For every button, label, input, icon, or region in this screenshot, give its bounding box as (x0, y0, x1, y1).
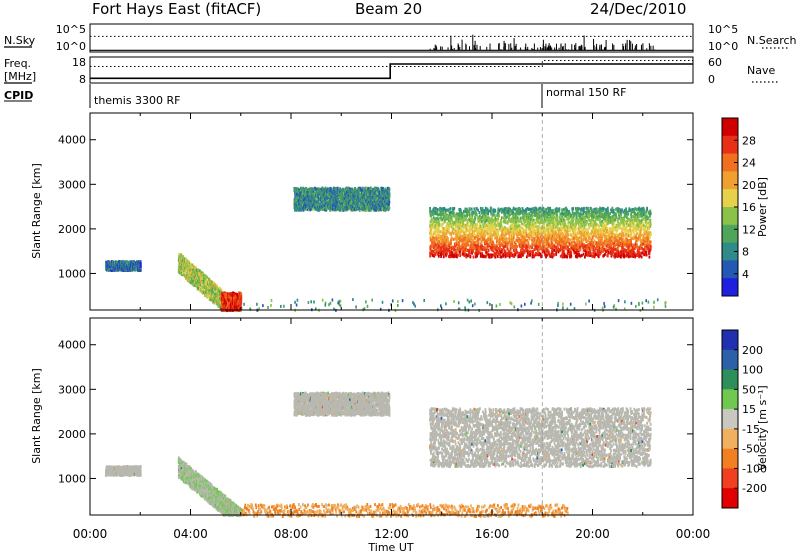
cpid-themis: themis 3300 RF (94, 94, 181, 107)
power-cell (389, 193, 391, 196)
noise-tick-left-top: 10^5 (56, 23, 86, 36)
power-cell (389, 201, 391, 204)
power-cell (447, 237, 449, 240)
power-cell (332, 207, 334, 210)
nave-tick-top: 60 (708, 56, 722, 69)
cpid-panel: CPID themis 3300 RF normal 150 RF (4, 84, 627, 108)
power-cell (472, 214, 474, 217)
power-cell (431, 245, 433, 248)
freq-tick-top: 18 (72, 56, 86, 69)
power-cell (467, 224, 469, 227)
freq-traces (90, 61, 693, 79)
noise-tick-left-bottom: 10^0 (56, 40, 86, 53)
power-cell (462, 243, 464, 246)
power-cell (456, 212, 458, 215)
power-cell (140, 265, 142, 268)
power-cell (441, 231, 443, 234)
power-cell (389, 207, 391, 210)
power-cell (473, 256, 475, 259)
power-cell (471, 208, 473, 211)
power-cell (240, 299, 242, 302)
power-cell (459, 254, 461, 257)
power-cell (315, 187, 317, 190)
power-cell (469, 210, 471, 213)
power-cell (453, 207, 455, 210)
power-cell (448, 228, 450, 231)
freq-label: Freq. (4, 57, 31, 70)
radar-figure: Fort Hays East (fitACF) Beam 20 24/Dec/2… (0, 0, 800, 554)
power-cell (389, 188, 391, 191)
power-cell (240, 292, 242, 295)
power-cell (431, 230, 433, 233)
power-cell (437, 208, 439, 211)
power-cell (448, 249, 450, 252)
power-cell (140, 262, 142, 265)
power-cell (446, 245, 448, 248)
noise-tick-right-top: 10^5 (708, 23, 738, 36)
power-cell (437, 233, 439, 236)
power-cell (469, 252, 471, 255)
noise-traces (90, 35, 693, 51)
noise-panel-frame (90, 24, 693, 52)
nsearch-label: N.Search (747, 34, 797, 47)
freq-panel: Freq. [MHz] Nave 18 8 60 0 (4, 56, 780, 86)
power-cell (448, 240, 450, 243)
station-title: Fort Hays East (fitACF) (92, 0, 261, 18)
power-cell (330, 187, 332, 190)
power-cell (469, 214, 471, 217)
power-cell (450, 242, 452, 245)
nave-label: Nave (747, 64, 775, 77)
power-cell (450, 207, 452, 210)
cpid-normal: normal 150 RF (546, 86, 627, 99)
power-cell (464, 215, 466, 218)
power-cell (312, 208, 314, 211)
power-cell (457, 249, 459, 252)
cpid-label: CPID (4, 89, 33, 102)
noise-panel: N.Sky N.Search 10^5 10^0 10^5 10^0 (4, 23, 797, 53)
noise-tick-right-bottom: 10^0 (708, 40, 738, 53)
date-label: 24/Dec/2010 (590, 0, 686, 18)
power-region-0 (105, 260, 142, 272)
power-cell (473, 247, 475, 250)
power-cell (474, 207, 476, 210)
power-region-3 (294, 187, 391, 212)
power-cell (468, 244, 470, 247)
power-cell (432, 237, 434, 240)
power-cell (446, 252, 448, 255)
power-cell (140, 269, 142, 272)
power-cell (474, 232, 476, 235)
power-cell (429, 255, 431, 258)
power-cell (464, 253, 466, 256)
power-cell (458, 242, 460, 245)
power-cell (459, 239, 461, 242)
power-cell (469, 255, 471, 258)
nave-tick-bottom: 0 (708, 73, 715, 86)
power-region-2 (221, 291, 242, 312)
power-cell (458, 220, 460, 223)
freq-tick-bottom: 8 (79, 73, 86, 86)
power-cell (459, 245, 461, 248)
power-cell (435, 207, 437, 210)
power-cell (451, 236, 453, 239)
power-cell (437, 249, 439, 252)
nsky-label: N.Sky (4, 34, 36, 47)
power-cell (439, 224, 441, 227)
power-cell (240, 296, 242, 299)
power-cell (469, 207, 471, 210)
beam-label: Beam 20 (355, 0, 422, 18)
power-cell (457, 254, 459, 257)
power-cell (443, 253, 445, 256)
power-cell (438, 255, 440, 258)
freq-unit-label: [MHz] (4, 70, 36, 83)
power-cell (443, 255, 445, 258)
power-cell (472, 250, 474, 253)
power-cell (429, 207, 431, 210)
power-cell (456, 237, 458, 240)
